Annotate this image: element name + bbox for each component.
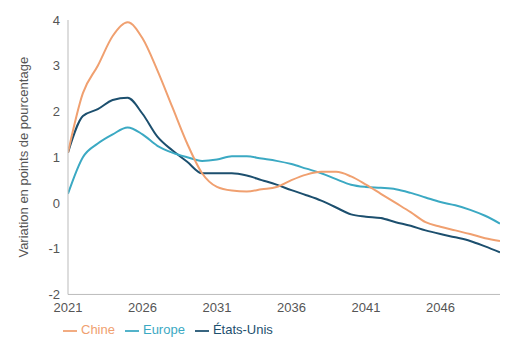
- svg-text:2046: 2046: [426, 300, 455, 315]
- html-text:Europe: Europe: [143, 322, 185, 338]
- html-text:Chine: Chine: [81, 322, 115, 338]
- svg-text:2021: 2021: [53, 299, 83, 315]
- svg-text:4: 4: [53, 13, 60, 28]
- svg-text:2036: 2036: [277, 300, 306, 315]
- svg-text:-2: -2: [48, 287, 60, 302]
- svg-text:3: 3: [53, 58, 60, 73]
- svg-text:2: 2: [53, 104, 60, 119]
- svg-text:-1: -1: [48, 241, 60, 256]
- svg-text:2026: 2026: [128, 300, 157, 315]
- svg-text:2031: 2031: [203, 300, 232, 315]
- svg-text:Variation en points de pourcen: Variation en points de pourcentage: [16, 57, 31, 258]
- svg-text:2041: 2041: [351, 300, 380, 315]
- svg-text:1: 1: [53, 150, 60, 165]
- html-text:États-Unis: États-Unis: [212, 322, 273, 338]
- svg-text:0: 0: [53, 196, 60, 211]
